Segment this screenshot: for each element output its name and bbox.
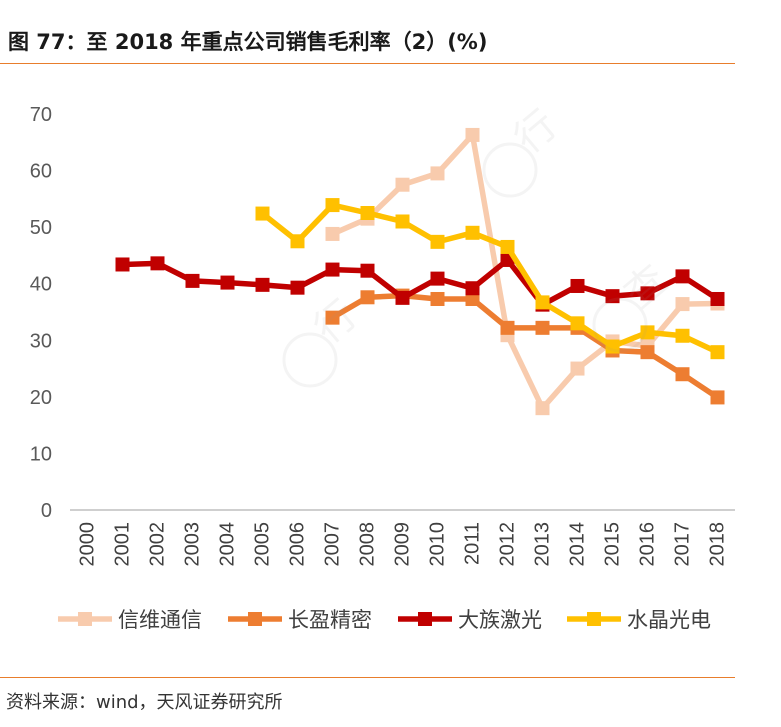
y-tick-label: 40 — [30, 274, 52, 296]
y-axis-ticks: 0 10 20 30 40 50 60 70 — [30, 104, 52, 522]
y-tick-label: 60 — [30, 161, 52, 183]
data-point — [430, 291, 445, 306]
footer-divider — [0, 677, 735, 678]
data-point — [185, 273, 200, 288]
data-point — [360, 206, 375, 220]
y-tick-label: 50 — [30, 217, 52, 239]
data-point — [325, 262, 340, 277]
data-point — [710, 291, 725, 306]
data-point — [325, 198, 340, 213]
data-point — [395, 177, 410, 192]
data-point — [150, 256, 165, 271]
series-3 — [255, 198, 725, 360]
data-point — [255, 206, 270, 221]
series-layer — [115, 127, 725, 416]
data-point — [675, 367, 690, 382]
data-point — [570, 361, 585, 376]
x-axis-ticks: 2000 2001 2002 2003 2004 2005 2006 2007 2008 2009… — [77, 522, 729, 567]
data-point — [675, 297, 690, 312]
legend-swatch-marker — [587, 612, 601, 626]
legend-label: 水晶光电 — [627, 608, 711, 632]
data-point — [710, 390, 725, 405]
legend-label: 大族激光 — [458, 608, 542, 632]
x-tick-label: 2003 — [182, 522, 204, 567]
x-tick-label: 2017 — [672, 522, 694, 567]
data-point — [430, 234, 445, 249]
data-point — [395, 214, 410, 229]
x-tick-label: 2006 — [287, 522, 309, 567]
data-point — [290, 280, 305, 295]
legend-swatch-marker — [248, 612, 262, 626]
x-tick-label: 2012 — [497, 522, 519, 567]
x-tick-label: 2018 — [707, 522, 729, 567]
x-tick-label: 2007 — [322, 522, 344, 567]
x-tick-label: 2001 — [112, 522, 134, 567]
x-tick-label: 2009 — [392, 522, 414, 567]
data-point — [500, 320, 515, 335]
data-point — [465, 225, 480, 240]
x-tick-label: 2010 — [427, 522, 449, 567]
data-point — [640, 325, 655, 340]
data-point — [640, 286, 655, 301]
data-point — [465, 291, 480, 306]
data-point — [570, 278, 585, 293]
x-tick-label: 2002 — [147, 522, 169, 567]
data-point — [115, 257, 130, 272]
x-tick-label: 2015 — [602, 522, 624, 567]
x-tick-label: 2000 — [77, 522, 99, 567]
data-point — [325, 310, 340, 325]
data-point — [465, 281, 480, 296]
data-point — [255, 277, 270, 292]
data-point — [220, 275, 235, 290]
legend-swatch-marker — [78, 612, 92, 626]
data-point — [570, 316, 585, 331]
x-tick-label: 2016 — [637, 522, 659, 567]
data-point — [535, 295, 550, 310]
data-point — [535, 320, 550, 335]
y-tick-label: 20 — [30, 387, 52, 409]
legend-label: 长盈精密 — [288, 608, 372, 632]
data-point — [360, 290, 375, 305]
data-point — [640, 345, 655, 360]
data-point — [605, 339, 620, 354]
data-point — [710, 345, 725, 360]
x-tick-label: 2008 — [357, 522, 379, 567]
data-point — [535, 401, 550, 416]
data-point — [430, 166, 445, 181]
series-1 — [325, 288, 725, 405]
data-point — [675, 269, 690, 284]
data-point — [465, 127, 480, 142]
title-divider — [0, 63, 735, 64]
x-tick-label: 2005 — [252, 522, 274, 567]
legend: 信维通信 长盈精密 大族激光 水晶光电 — [58, 608, 711, 632]
legend-swatch-marker — [418, 612, 432, 626]
data-point — [430, 271, 445, 286]
x-tick-label: 2014 — [567, 522, 589, 567]
chart-title: 图 77：至 2018 年重点公司销售毛利率（2）(%) — [8, 30, 488, 54]
y-tick-label: 10 — [30, 443, 52, 465]
x-tick-label: 2011 — [462, 522, 484, 565]
data-point — [395, 290, 410, 305]
source-note: 资料来源：wind，天风证券研究所 — [6, 692, 283, 713]
data-point — [605, 289, 620, 304]
data-point — [500, 239, 515, 254]
series-2 — [115, 252, 725, 312]
data-point — [675, 328, 690, 343]
series-line — [331, 292, 720, 400]
data-point — [325, 226, 340, 241]
y-tick-label: 0 — [41, 500, 52, 522]
data-point — [290, 234, 305, 249]
x-tick-label: 2004 — [217, 522, 239, 567]
y-tick-label: 30 — [30, 330, 52, 352]
data-point — [360, 263, 375, 278]
legend-label: 信维通信 — [118, 608, 202, 632]
x-tick-label: 2013 — [532, 522, 554, 567]
y-tick-label: 70 — [30, 104, 52, 126]
